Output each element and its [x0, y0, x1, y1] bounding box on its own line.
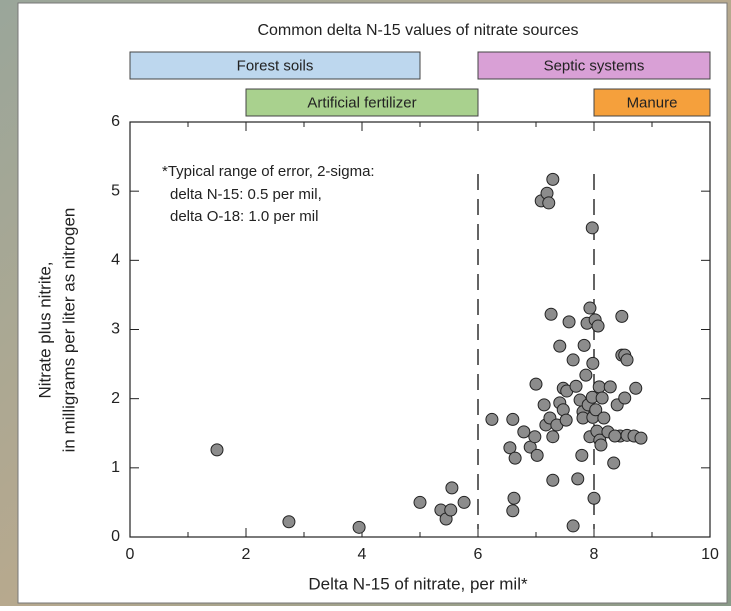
data-point	[538, 399, 550, 411]
x-axis-label: Delta N-15 of nitrate, per mil*	[308, 574, 528, 593]
annotation: delta N-15: 0.5 per mil,	[170, 186, 322, 203]
data-point	[619, 392, 631, 404]
data-point	[446, 482, 458, 494]
data-point	[635, 432, 647, 444]
data-point	[554, 340, 566, 352]
data-point	[576, 449, 588, 461]
x-tick-label: 0	[126, 546, 135, 563]
data-point	[593, 381, 605, 393]
data-point	[567, 520, 579, 532]
y-tick-label: 1	[111, 459, 120, 476]
data-point	[592, 320, 604, 332]
data-point	[580, 369, 592, 381]
data-point	[588, 492, 600, 504]
data-point	[570, 380, 582, 392]
data-point	[529, 431, 541, 443]
chart: Common delta N-15 values of nitrate sour…	[0, 0, 731, 606]
data-point	[567, 354, 579, 366]
page: Common delta N-15 values of nitrate sour…	[0, 0, 731, 606]
y-tick-label: 0	[111, 528, 120, 545]
data-point	[616, 310, 628, 322]
data-point	[530, 378, 542, 390]
data-point	[458, 496, 470, 508]
chart-title: Common delta N-15 values of nitrate sour…	[257, 22, 578, 39]
data-point	[596, 392, 608, 404]
x-tick-label: 6	[474, 546, 483, 563]
annotation: delta O-18: 1.0 per mil	[170, 208, 318, 225]
data-point	[353, 521, 365, 533]
data-point	[608, 457, 620, 469]
data-point	[211, 444, 223, 456]
source-range-label: Forest soils	[237, 57, 314, 74]
x-tick-label: 2	[242, 546, 251, 563]
data-point	[507, 413, 519, 425]
data-point	[518, 426, 530, 438]
source-range-label: Septic systems	[544, 57, 645, 74]
data-point	[560, 414, 572, 426]
data-point	[283, 516, 295, 528]
data-point	[509, 452, 521, 464]
data-point	[578, 339, 590, 351]
data-point	[586, 222, 598, 234]
y-axis-label: Nitrate plus nitrite,	[35, 262, 54, 399]
source-range-label: Manure	[627, 94, 678, 111]
data-point	[598, 412, 610, 424]
data-point	[486, 413, 498, 425]
data-point	[531, 449, 543, 461]
y-tick-label: 3	[111, 321, 120, 338]
data-point	[445, 504, 457, 516]
data-point	[507, 505, 519, 517]
data-point	[630, 382, 642, 394]
y-tick-label: 5	[111, 182, 120, 199]
y-tick-label: 2	[111, 390, 120, 407]
y-tick-label: 6	[111, 113, 120, 130]
data-point	[595, 439, 607, 451]
data-point	[547, 474, 559, 486]
source-range-label: Artificial fertilizer	[307, 94, 416, 111]
data-point	[621, 354, 633, 366]
x-tick-label: 10	[701, 546, 719, 563]
data-point	[547, 173, 559, 185]
y-tick-label: 4	[111, 252, 120, 269]
data-point	[584, 302, 596, 314]
annotation: *Typical range of error, 2-sigma:	[162, 163, 375, 180]
data-point	[545, 308, 557, 320]
data-point	[572, 473, 584, 485]
data-point	[543, 197, 555, 209]
data-point	[609, 430, 621, 442]
data-point	[508, 492, 520, 504]
data-point	[547, 431, 559, 443]
data-point	[587, 357, 599, 369]
data-point	[604, 381, 616, 393]
data-point	[414, 496, 426, 508]
y-axis-label: in milligrams per liter as nitrogen	[59, 208, 78, 453]
x-tick-label: 4	[358, 546, 367, 563]
x-tick-label: 8	[590, 546, 599, 563]
data-point	[563, 316, 575, 328]
